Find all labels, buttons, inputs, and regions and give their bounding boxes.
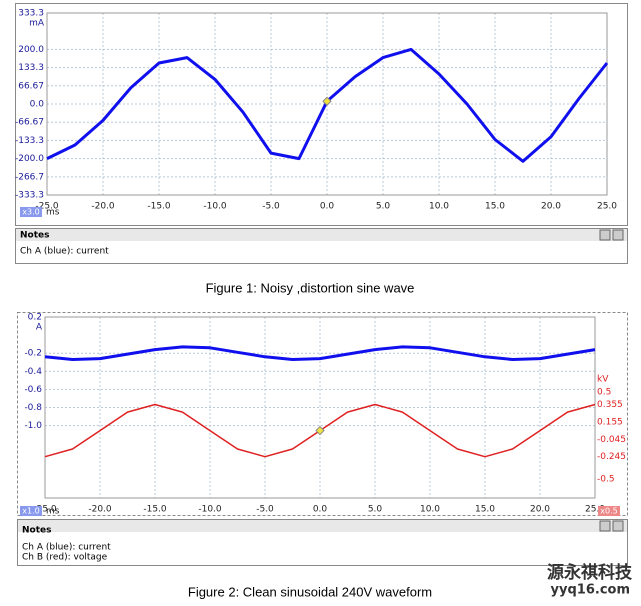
x-tick-label: 0.0: [320, 202, 335, 212]
x-scale-label: x1.0: [22, 507, 39, 516]
x-tick-label: 10.0: [429, 202, 449, 212]
y-tick-label: -0.2: [24, 349, 42, 359]
y-tick-label: 200.0: [18, 45, 44, 55]
series-line: [44, 345, 596, 361]
y-tick-label: -0.4: [24, 367, 42, 377]
y-tick-label: -200.0: [15, 154, 44, 164]
y-tick-label: -0.8: [24, 403, 42, 413]
y-tick-label: -133.3: [15, 136, 44, 146]
y-tick-label: -1.0: [24, 421, 42, 431]
caption: Figure 2: Clean sinusoidal 240V waveform: [188, 584, 432, 599]
x-tick-label: 10.0: [420, 505, 440, 515]
y2-tick-label: -0.5: [597, 474, 615, 484]
y2-axis-unit: kV: [597, 374, 609, 384]
x-tick-label: 15.0: [485, 202, 505, 212]
y2-tick-label: 0.5: [597, 387, 611, 397]
x-tick-label: 20.0: [530, 505, 550, 515]
y2-tick-label: 0.155: [597, 417, 623, 427]
y2-scale-label: x0.5: [600, 507, 617, 516]
y-tick-label: -333.3: [15, 191, 44, 201]
x-tick-label: -20.0: [88, 505, 112, 515]
caption: Figure 1: Noisy ,distortion sine wave: [206, 280, 415, 295]
notes-title: Notes: [22, 526, 51, 536]
y-tick-label: 66.67: [18, 81, 44, 91]
close-button[interactable]: [612, 520, 624, 532]
y-tick-label: 133.3: [18, 63, 44, 73]
x-axis-unit: ms: [46, 507, 60, 517]
y-axis-unit: A: [36, 323, 43, 333]
plot-border: [46, 12, 608, 196]
x-axis-unit: ms: [46, 208, 60, 218]
notes-header: [18, 520, 627, 532]
y-tick-label: -266.7: [15, 172, 44, 182]
close-button[interactable]: [612, 229, 624, 241]
x-scale-label: x3.0: [22, 208, 39, 217]
x-tick-label: -25.0: [33, 505, 57, 515]
notes-title: Notes: [20, 231, 49, 241]
note-line: Ch A (blue): current: [22, 543, 111, 553]
trigger-marker: [315, 425, 325, 436]
x-tick-label: 25.0: [597, 202, 617, 212]
x-tick-label: 0.0: [313, 505, 328, 515]
y-tick-label: 0.0: [30, 100, 45, 110]
y2-tick-label: -0.045: [597, 435, 626, 445]
y-tick-label: 333.3: [18, 9, 44, 19]
plots: -25.0 -20.0 -15.0 -10.0 -5.0 0.0 5.0 10.0 15.0 20…: [15, 9, 626, 517]
watermark-site: yyq16.com: [551, 583, 630, 598]
x-tick-label: -20.0: [91, 202, 115, 212]
y-axis-unit: mA: [29, 19, 45, 29]
y2-tick-label: 0.355: [597, 400, 623, 410]
minimize-button[interactable]: [599, 229, 611, 241]
y-tick-label: 0.2: [28, 313, 42, 323]
x-tick-label: 5.0: [376, 202, 391, 212]
trigger-marker: [322, 96, 332, 106]
x-scale-badge: [20, 207, 42, 217]
x-tick-label: 5.0: [368, 505, 383, 515]
y2-tick-label: -0.245: [597, 452, 626, 462]
watermark: 源永祺科技: [547, 562, 633, 583]
scope-frame: [17, 312, 628, 516]
notes-header: [16, 229, 627, 241]
x-tick-label: -5.0: [262, 202, 280, 212]
y-tick-label: -66.67: [15, 118, 44, 128]
minimize-button[interactable]: [599, 520, 611, 532]
x-tick-label: -5.0: [256, 505, 274, 515]
x-tick-label: -15.0: [143, 505, 167, 515]
y2-scale-badge: [598, 506, 620, 516]
x-tick-label: 15.0: [475, 505, 495, 515]
note-line: Ch B (red): voltage: [22, 553, 108, 563]
x-tick-label: -10.0: [198, 505, 222, 515]
x-tick-label: 25.0: [585, 505, 605, 515]
x-scale-badge: [20, 506, 42, 516]
x-tick-label: 20.0: [541, 202, 561, 212]
plot-border: [44, 316, 596, 499]
y-tick-label: -0.6: [24, 385, 42, 395]
x-tick-label: -15.0: [147, 202, 171, 212]
x-tick-label: -10.0: [203, 202, 227, 212]
note-line: Ch A (blue): current: [20, 247, 109, 257]
x-tick-label: -25.0: [35, 202, 59, 212]
